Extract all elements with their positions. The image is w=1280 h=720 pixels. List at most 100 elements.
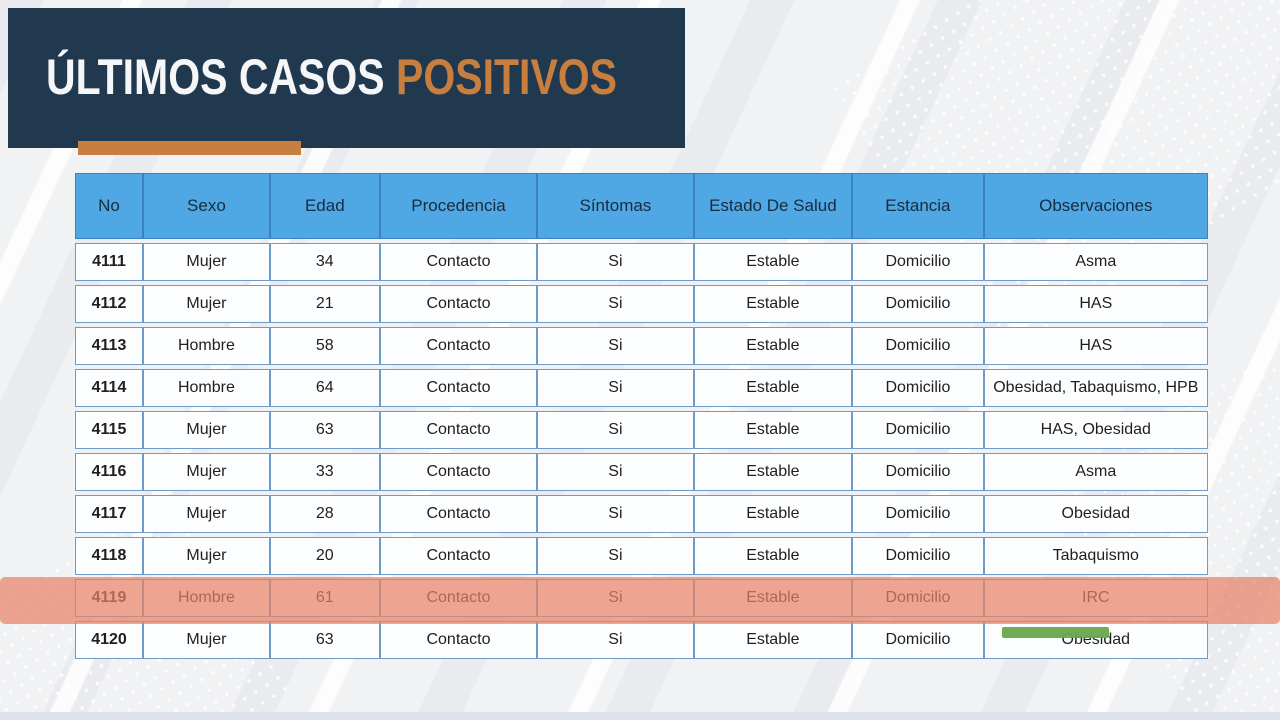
- table-cell: Si: [537, 327, 694, 365]
- table-cell: Contacto: [379, 453, 538, 491]
- table-cell: Si: [537, 537, 694, 575]
- table-cell: Domicilio: [852, 537, 984, 575]
- table-row: 4117 Mujer 28 Contacto Si Estable Domicilio Obe…: [75, 495, 1208, 533]
- table-cell: Asma: [983, 243, 1208, 281]
- table-cell: Si: [537, 579, 694, 617]
- column-header-6: Estancia: [852, 173, 984, 239]
- table-cell: Estable: [693, 495, 853, 533]
- table-cell: Mujer: [142, 285, 270, 323]
- table-cell: Domicilio: [852, 411, 984, 449]
- table-cell: Contacto: [379, 285, 538, 323]
- table-cell: IRC: [983, 579, 1208, 617]
- table-cell: Contacto: [379, 579, 538, 617]
- table-cell: Hombre: [142, 369, 270, 407]
- table-cell: 63: [269, 621, 380, 659]
- table-cell: Domicilio: [852, 495, 984, 533]
- table-cell: Contacto: [379, 621, 538, 659]
- table-cell: Contacto: [379, 495, 538, 533]
- table-cell: Mujer: [142, 621, 270, 659]
- column-header-5: Estado De Salud: [693, 173, 853, 239]
- column-header-7: Observaciones: [983, 173, 1208, 239]
- column-header-0: No: [75, 173, 143, 239]
- table-row: 4116 Mujer 33 Contacto Si Estable Domicilio Asm…: [75, 453, 1208, 491]
- table-cell: Domicilio: [852, 243, 984, 281]
- cases-table: No Sexo Edad Procedencia Síntomas Estado De S…: [75, 169, 1208, 663]
- table-cell: 21: [269, 285, 380, 323]
- table-cell: Mujer: [142, 453, 270, 491]
- table-cell: 58: [269, 327, 380, 365]
- table-cell: 4113: [75, 327, 143, 365]
- table-cell: Contacto: [379, 243, 538, 281]
- table-cell: Estable: [693, 411, 853, 449]
- table-cell: Estable: [693, 369, 853, 407]
- bottom-edge: [0, 712, 1280, 720]
- table-row: 4120 Mujer 63 Contacto Si Estable Domicilio Obe…: [75, 621, 1208, 659]
- table-cell: Obesidad, Tabaquismo, HPB: [983, 369, 1208, 407]
- table-row: 4112 Mujer 21 Contacto Si Estable Domicilio HAS: [75, 285, 1208, 323]
- table-cell: Mujer: [142, 411, 270, 449]
- table-cell: Hombre: [142, 579, 270, 617]
- table-cell: 4120: [75, 621, 143, 659]
- column-header-4: Síntomas: [537, 173, 694, 239]
- title-accent-bar: [78, 141, 301, 155]
- table-cell: Contacto: [379, 369, 538, 407]
- table-cell: Si: [537, 495, 694, 533]
- table-cell: Si: [537, 285, 694, 323]
- table-cell: Hombre: [142, 327, 270, 365]
- title-banner: ÚLTIMOS CASOS POSITIVOS: [8, 8, 685, 155]
- table-cell: Mujer: [142, 495, 270, 533]
- table-cell: Estable: [693, 579, 853, 617]
- table-cell: Contacto: [379, 327, 538, 365]
- table-row: 4113 Hombre 58 Contacto Si Estable Domicilio HA…: [75, 327, 1208, 365]
- table-cell: Estable: [693, 453, 853, 491]
- table-row: 4118 Mujer 20 Contacto Si Estable Domicilio Tab…: [75, 537, 1208, 575]
- table-cell: HAS: [983, 285, 1208, 323]
- table-cell: 4114: [75, 369, 143, 407]
- table-cell: Domicilio: [852, 453, 984, 491]
- table-cell: Mujer: [142, 243, 270, 281]
- table-cell: 20: [269, 537, 380, 575]
- table-cell: 4118: [75, 537, 143, 575]
- table-cell: Estable: [693, 285, 853, 323]
- table-cell: Asma: [983, 453, 1208, 491]
- table-cell: Tabaquismo: [983, 537, 1208, 575]
- table-row: 4115 Mujer 63 Contacto Si Estable Domicilio HAS…: [75, 411, 1208, 449]
- table-cell: 34: [269, 243, 380, 281]
- table-row: 4111 Mujer 34 Contacto Si Estable Domicilio Asm…: [75, 243, 1208, 281]
- table-cell: 4117: [75, 495, 143, 533]
- table-cell: Estable: [693, 621, 853, 659]
- table-cell: Estable: [693, 243, 853, 281]
- table-cell: HAS, Obesidad: [983, 411, 1208, 449]
- table-cell: Contacto: [379, 537, 538, 575]
- column-header-1: Sexo: [142, 173, 270, 239]
- table-cell: Si: [537, 243, 694, 281]
- table-cell: 4111: [75, 243, 143, 281]
- table-cell: Si: [537, 369, 694, 407]
- table-cell: Mujer: [142, 537, 270, 575]
- table-cell: Obesidad: [983, 495, 1208, 533]
- table-cell: 64: [269, 369, 380, 407]
- table-cell: 4112: [75, 285, 143, 323]
- table-cell: 28: [269, 495, 380, 533]
- table-row: 4119 Hombre 61 Contacto Si Estable Domicilio IR…: [75, 579, 1208, 617]
- table-body: 4111 Mujer 34 Contacto Si Estable Domicilio Asm…: [75, 243, 1208, 659]
- table-cell: Domicilio: [852, 369, 984, 407]
- table-cell: Domicilio: [852, 579, 984, 617]
- table-cell: Estable: [693, 327, 853, 365]
- table-cell: Domicilio: [852, 285, 984, 323]
- table-cell: Contacto: [379, 411, 538, 449]
- table-cell: Si: [537, 411, 694, 449]
- slide-title-accent: POSITIVOS: [396, 49, 618, 105]
- table-cell: 4115: [75, 411, 143, 449]
- table-header-row: No Sexo Edad Procedencia Síntomas Estado De S…: [75, 173, 1208, 239]
- slide-title-main: ÚLTIMOS CASOS: [46, 49, 385, 105]
- table-cell: 63: [269, 411, 380, 449]
- table-cell: Domicilio: [852, 621, 984, 659]
- table-cell: 33: [269, 453, 380, 491]
- table-cell: 61: [269, 579, 380, 617]
- table-cell: Domicilio: [852, 327, 984, 365]
- column-header-2: Edad: [269, 173, 380, 239]
- column-header-3: Procedencia: [379, 173, 538, 239]
- table-cell: 4119: [75, 579, 143, 617]
